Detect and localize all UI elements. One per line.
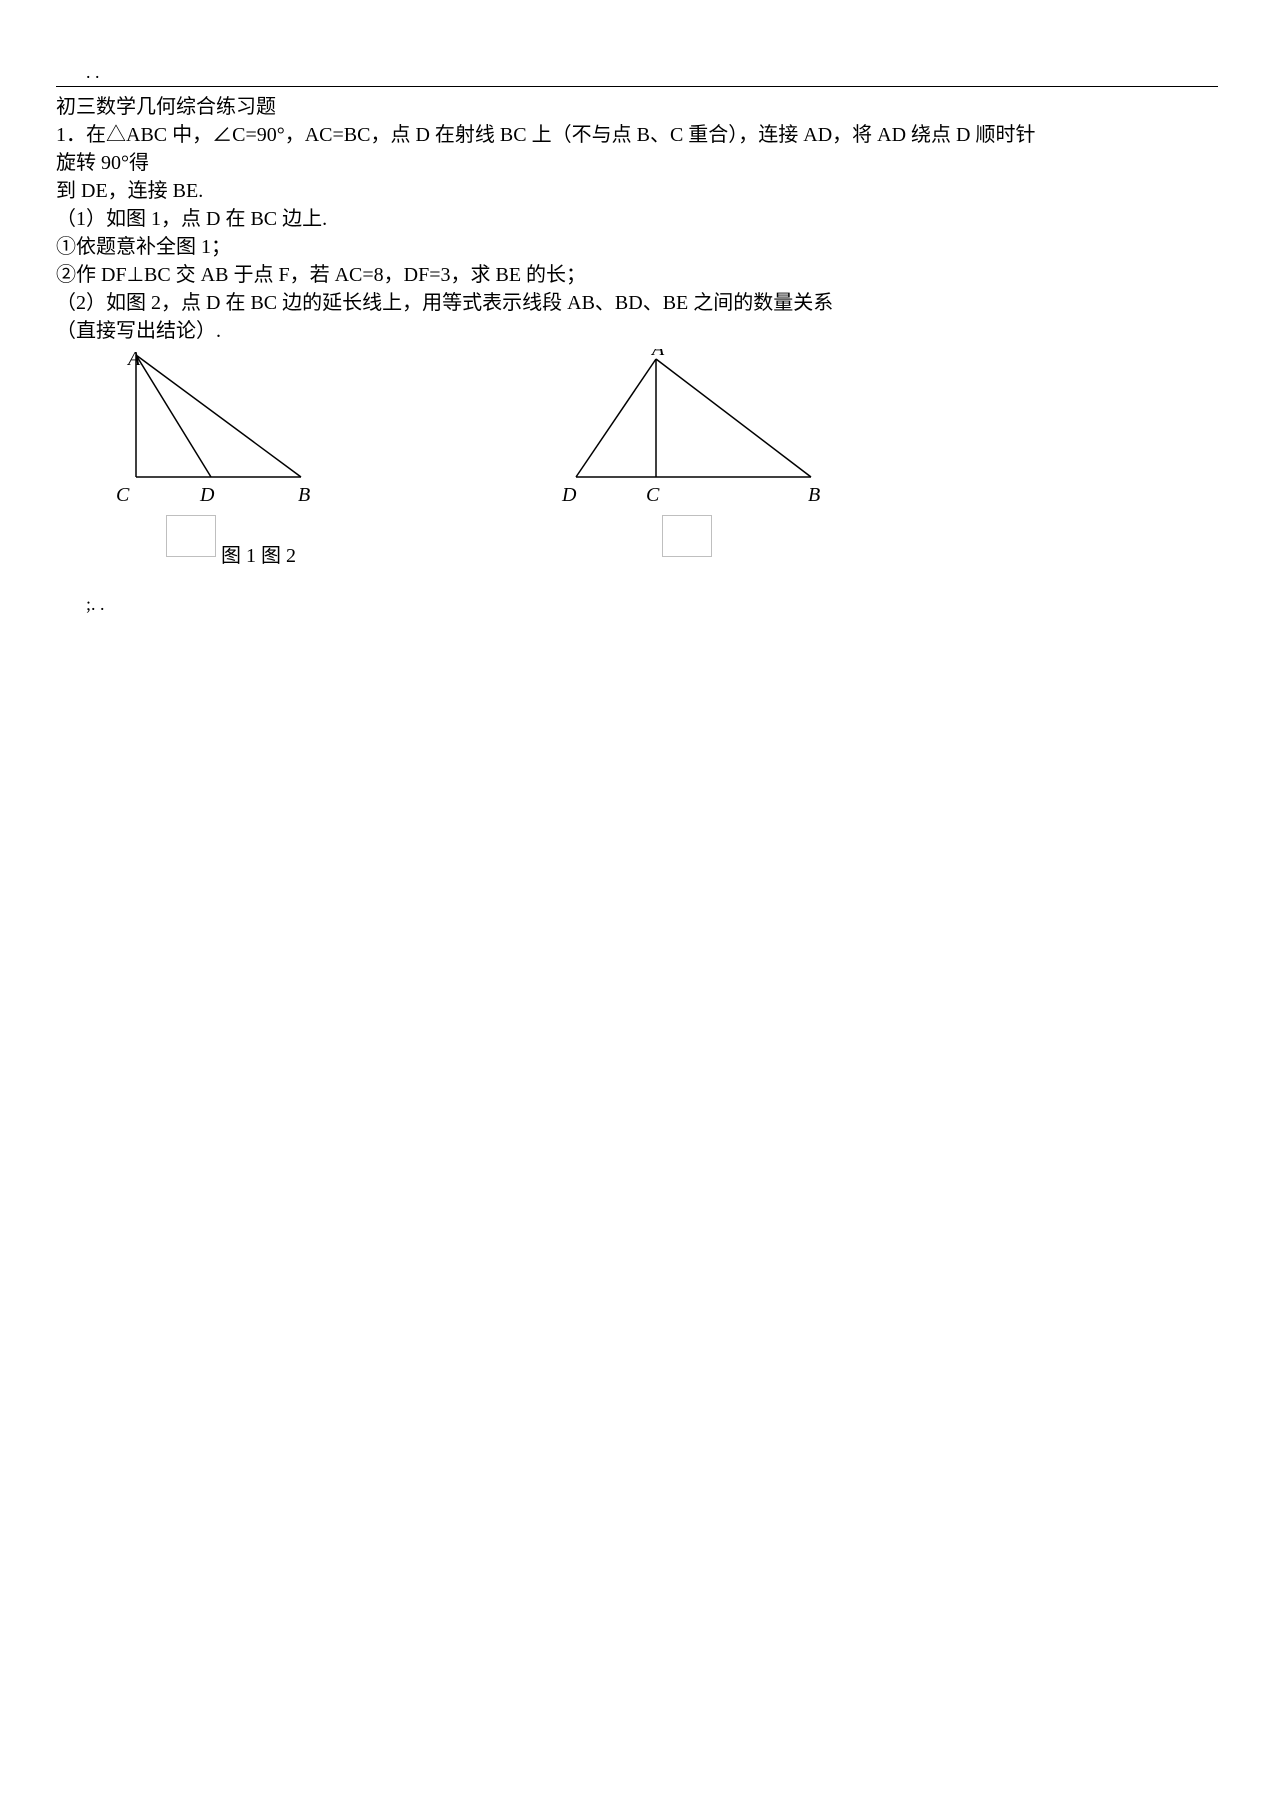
figure-1: A C D B [106, 349, 326, 524]
svg-text:B: B [808, 484, 820, 506]
figure-1-svg: A C D B [106, 349, 326, 519]
line-6: ②作 DF⊥BC 交 AB 于点 F，若 AC=8，DF=3，求 BE 的长； [56, 261, 1218, 289]
figure-2-placeholder [662, 515, 712, 557]
svg-text:A: A [650, 349, 665, 360]
line-7: （2）如图 2，点 D 在 BC 边的延长线上，用等式表示线段 AB、BD、BE… [56, 289, 1218, 317]
figures-row: A C D B A D C B [106, 349, 1218, 524]
footer-dots: ;. . [86, 592, 1218, 616]
svg-text:A: A [126, 349, 141, 370]
figure-2: A D C B [556, 349, 836, 524]
svg-text:D: D [561, 484, 577, 506]
figure-1-placeholder [166, 515, 216, 557]
line-1: 1．在△ABC 中，∠C=90°，AC=BC，点 D 在射线 BC 上（不与点 … [56, 121, 1218, 149]
line-2: 旋转 90°得 [56, 149, 1218, 177]
svg-text:D: D [199, 484, 215, 506]
figure-2-svg: A D C B [556, 349, 836, 519]
line-3: 到 DE，连接 BE. [56, 177, 1218, 205]
line-8: （直接写出结论）. [56, 317, 1218, 345]
svg-text:C: C [646, 484, 660, 506]
header-top-dots: . . [86, 60, 1218, 84]
header-rule [56, 86, 1218, 87]
svg-text:B: B [298, 484, 310, 506]
figure-caption: 图 1 图 2 [221, 542, 1218, 570]
page-title: 初三数学几何综合练习题 [56, 93, 1218, 121]
svg-text:C: C [116, 484, 130, 506]
line-5: ①依题意补全图 1； [56, 233, 1218, 261]
line-4: （1）如图 1，点 D 在 BC 边上. [56, 205, 1218, 233]
